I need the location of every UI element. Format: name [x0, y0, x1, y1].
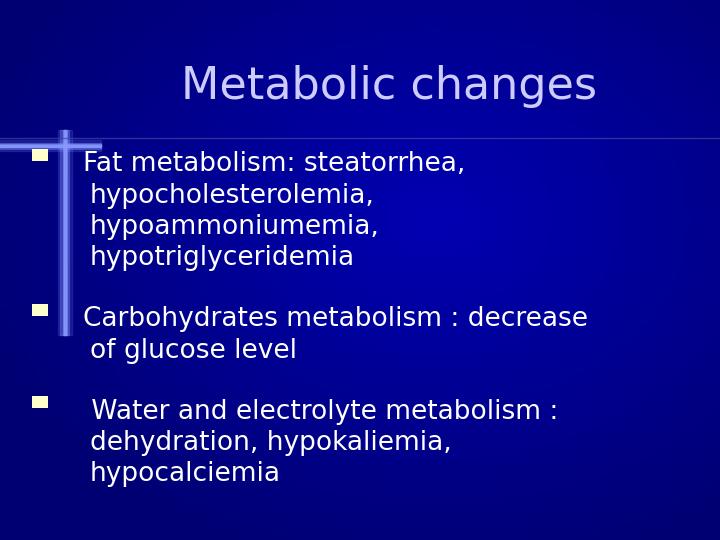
Bar — [32, 304, 48, 316]
Text: hypocholesterolemia,: hypocholesterolemia, — [90, 183, 375, 208]
Bar — [63, 130, 67, 335]
Text: hypoammoniumemia,: hypoammoniumemia, — [90, 214, 380, 240]
Text: of glucose level: of glucose level — [90, 338, 297, 363]
Text: dehydration, hypokaliemia,: dehydration, hypokaliemia, — [90, 430, 451, 456]
Bar — [0, 145, 101, 146]
Text: Water and electrolyte metabolism :: Water and electrolyte metabolism : — [83, 399, 558, 424]
Bar — [0, 143, 101, 149]
Text: hypocalciemia: hypocalciemia — [90, 461, 281, 487]
Text: hypotriglyceridemia: hypotriglyceridemia — [90, 245, 355, 271]
Bar — [60, 130, 69, 335]
Bar — [63, 130, 66, 335]
Bar — [0, 144, 101, 147]
Text: Carbohydrates metabolism : decrease: Carbohydrates metabolism : decrease — [83, 306, 588, 332]
Text: Fat metabolism: steatorrhea,: Fat metabolism: steatorrhea, — [83, 151, 465, 177]
Bar — [32, 396, 48, 408]
Bar — [32, 149, 48, 161]
Bar — [0, 140, 101, 151]
Bar — [58, 130, 72, 335]
Text: Metabolic changes: Metabolic changes — [181, 65, 597, 108]
